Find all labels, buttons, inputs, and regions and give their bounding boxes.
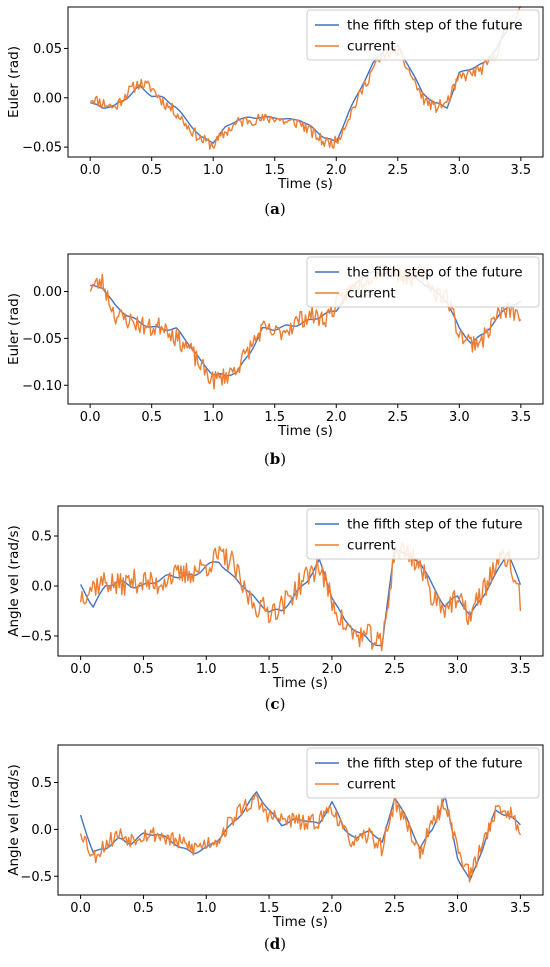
x-tick-label: 2.0 — [322, 901, 343, 916]
legend-box — [306, 9, 540, 61]
y-axis-label: Euler (rad) — [6, 46, 22, 118]
plot-frame — [67, 6, 544, 158]
x-tick-label: 0.0 — [70, 901, 91, 916]
plot-frame — [57, 744, 544, 896]
plot-frame — [67, 253, 544, 405]
x-tick-label: 2.5 — [387, 410, 408, 425]
y-tick-label: −0.05 — [22, 332, 62, 347]
legend-label: the fifth step of the future — [347, 265, 523, 281]
y-tick-label: 0.5 — [31, 776, 52, 791]
y-tick-label: −0.5 — [20, 870, 52, 885]
x-tick-label: 0.5 — [141, 163, 162, 178]
legend-label: the fifth step of the future — [347, 517, 523, 533]
x-tick-label: 2.0 — [322, 662, 343, 677]
x-tick-label: 2.5 — [387, 163, 408, 178]
x-tick-label: 1.5 — [264, 410, 285, 425]
panel-d: 0.0 0.5 1.0 1.5 2.0 2.5 3.0 3.5 −0.5 0.0 0.5 Time (… — [0, 735, 550, 965]
x-tick-label: 1.0 — [203, 163, 224, 178]
y-tick-label: 0.05 — [33, 42, 62, 57]
x-tick-label: 1.0 — [196, 662, 217, 677]
caption-a: (a) — [264, 200, 286, 218]
chart-b: 0.0 0.5 1.0 1.5 2.0 2.5 3.0 3.5 −0.10 −0.05 0.00 Ti… — [6, 253, 544, 439]
panel-a: 0.0 0.5 1.0 1.5 2.0 2.5 3.0 3.5 −0.05 0.00 0.05 Tim… — [0, 0, 550, 230]
series-line-current — [79, 542, 522, 652]
series-line-current — [79, 793, 522, 883]
chart-a: 0.0 0.5 1.0 1.5 2.0 2.5 3.0 3.5 −0.05 0.00 0.05 Tim… — [6, 6, 544, 192]
x-tick-label: 0.0 — [80, 163, 101, 178]
x-tick-label: 2.5 — [384, 901, 405, 916]
x-tick-label: 1.0 — [203, 410, 224, 425]
x-tick-label: 3.0 — [449, 163, 470, 178]
legend-box — [306, 747, 540, 799]
y-tick-label: −0.5 — [20, 630, 52, 645]
y-tick-label: −0.05 — [22, 141, 62, 156]
y-axis-label: Euler (rad) — [6, 293, 22, 365]
legend-label: current — [347, 777, 396, 793]
x-tick-label: 0.5 — [133, 901, 154, 916]
y-tick-label: 0.5 — [31, 530, 52, 545]
x-tick-label: 1.5 — [259, 662, 280, 677]
caption-d: (d) — [263, 935, 287, 953]
caption-c: (c) — [264, 695, 286, 713]
x-axis-label: Time (s) — [277, 423, 333, 439]
y-tick-label: 0.00 — [33, 285, 62, 300]
legend-label: current — [347, 286, 396, 302]
x-tick-label: 3.0 — [447, 901, 468, 916]
y-tick-label: 0.00 — [33, 91, 62, 106]
x-tick-label: 1.5 — [259, 901, 280, 916]
legend-label: the fifth step of the future — [347, 756, 523, 772]
panel-b: 0.0 0.5 1.0 1.5 2.0 2.5 3.0 3.5 −0.10 −0.05 0.00 Ti… — [0, 245, 550, 475]
series-line-current — [89, 264, 522, 390]
panel-c: 0.0 0.5 1.0 1.5 2.0 2.5 3.0 3.5 −0.5 0.0 0.5 Time (… — [0, 495, 550, 725]
x-axis-label: Time (s) — [277, 176, 333, 192]
x-tick-label: 2.5 — [384, 662, 405, 677]
chart-d: 0.0 0.5 1.0 1.5 2.0 2.5 3.0 3.5 −0.5 0.0 0.5 Time (… — [6, 744, 544, 930]
plot-frame — [57, 505, 544, 657]
x-tick-label: 3.5 — [511, 163, 532, 178]
x-tick-label: 0.0 — [70, 662, 91, 677]
chart-c: 0.0 0.5 1.0 1.5 2.0 2.5 3.0 3.5 −0.5 0.0 0.5 Time (… — [6, 505, 544, 691]
x-tick-label: 2.0 — [326, 163, 347, 178]
x-tick-label: 0.5 — [141, 410, 162, 425]
legend-label: current — [347, 39, 396, 55]
y-axis-label: Angle vel (rad/s) — [6, 525, 22, 637]
x-tick-label: 3.0 — [447, 662, 468, 677]
caption-b: (b) — [263, 450, 287, 468]
x-tick-label: 3.5 — [511, 410, 532, 425]
x-tick-label: 2.0 — [326, 410, 347, 425]
x-tick-label: 1.5 — [264, 163, 285, 178]
legend-box — [306, 508, 540, 560]
y-tick-label: −0.10 — [22, 379, 62, 394]
y-tick-label: 0.0 — [31, 580, 52, 595]
x-tick-label: 3.5 — [510, 901, 531, 916]
x-tick-label: 0.0 — [80, 410, 101, 425]
legend-box — [306, 256, 540, 308]
x-tick-label: 0.5 — [133, 662, 154, 677]
legend-label: current — [347, 538, 396, 554]
x-axis-label: Time (s) — [272, 675, 328, 691]
x-axis-label: Time (s) — [272, 914, 328, 930]
y-axis-label: Angle vel (rad/s) — [6, 764, 22, 876]
x-tick-label: 3.5 — [510, 662, 531, 677]
y-tick-label: 0.0 — [31, 823, 52, 838]
x-tick-label: 3.0 — [449, 410, 470, 425]
legend-label: the fifth step of the future — [347, 18, 523, 34]
x-tick-label: 1.0 — [196, 901, 217, 916]
series-line-current — [90, 6, 522, 150]
